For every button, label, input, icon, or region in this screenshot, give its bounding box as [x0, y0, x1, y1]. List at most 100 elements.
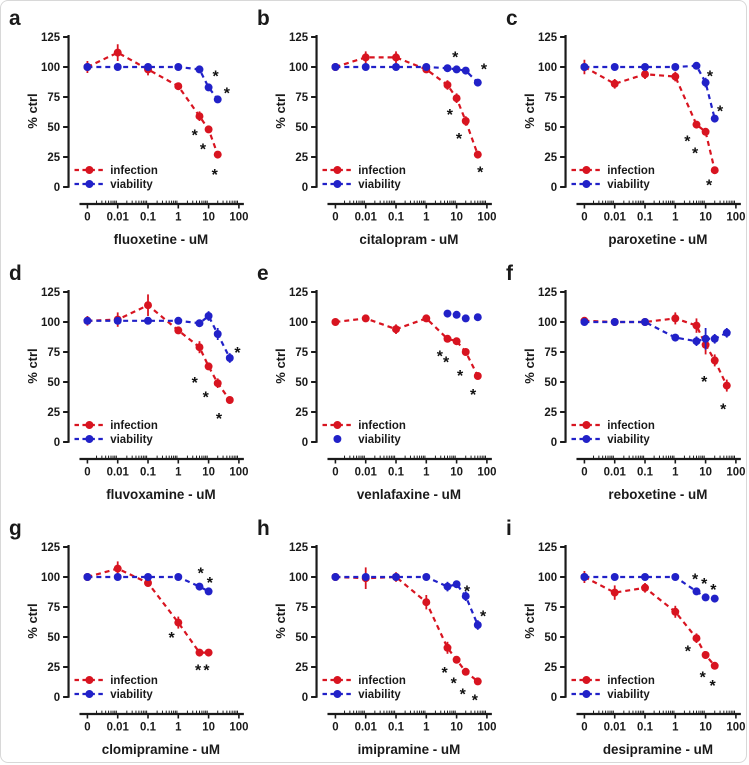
svg-text:0.01: 0.01 [107, 211, 130, 223]
svg-text:100: 100 [478, 721, 497, 733]
svg-text:*: * [717, 103, 724, 120]
svg-text:% ctrl: % ctrl [521, 603, 536, 638]
x-axis: 0 0.01 0.1 1 10 100 [79, 200, 248, 224]
svg-text:100: 100 [41, 317, 60, 329]
svg-text:0: 0 [550, 437, 556, 449]
x-axis-title: citalopram - uM [360, 232, 459, 247]
svg-text:0.01: 0.01 [603, 721, 626, 733]
svg-text:clomipramine - uM: clomipramine - uM [102, 742, 220, 757]
svg-text:*: * [192, 375, 199, 392]
svg-text:*: * [234, 345, 241, 362]
svg-text:75: 75 [544, 92, 557, 104]
svg-text:infection: infection [359, 165, 407, 177]
svg-text:1: 1 [672, 721, 679, 733]
svg-text:0.01: 0.01 [355, 211, 378, 223]
svg-text:0.1: 0.1 [637, 721, 653, 733]
svg-text:0: 0 [302, 182, 308, 194]
dose-response-chart-f: f 0 25 50 75 100 125 % ctrl 0 0.01 0.1 1 10 100 reboxe… [506, 262, 745, 502]
y-axis: 0 25 50 75 100 125 [538, 32, 567, 194]
panel-f: f 0 25 50 75 100 125 % ctrl 0 0.01 0.1 1 10 100 reboxe… [498, 256, 746, 511]
svg-text:infection: infection [359, 420, 407, 432]
series-line-infection [87, 303, 231, 401]
svg-text:10: 10 [699, 211, 712, 223]
svg-text:100: 100 [478, 211, 497, 223]
svg-text:% ctrl: % ctrl [273, 348, 288, 383]
series-points-infection [331, 51, 483, 159]
series-points-viability [580, 61, 719, 123]
svg-text:0.01: 0.01 [107, 721, 130, 733]
panel-letter: h [257, 517, 270, 540]
legend-marker-viability [333, 690, 342, 698]
significance-marks: **** [437, 349, 477, 404]
svg-text:% ctrl: % ctrl [25, 93, 40, 128]
legend-marker-viability [582, 180, 591, 188]
y-axis: 0 25 50 75 100 125 [289, 542, 318, 704]
svg-text:% ctrl: % ctrl [25, 348, 40, 383]
legend-marker-infection [333, 421, 342, 429]
svg-text:viability: viability [607, 689, 650, 701]
series-line-viability [584, 64, 716, 119]
svg-text:*: * [692, 571, 699, 588]
svg-text:1: 1 [175, 211, 182, 223]
svg-text:0.1: 0.1 [388, 721, 404, 733]
svg-text:75: 75 [544, 602, 557, 614]
svg-text:b: b [257, 7, 270, 30]
series-line-infection [584, 317, 728, 387]
svg-text:*: * [457, 368, 464, 385]
svg-text:125: 125 [538, 542, 558, 554]
svg-text:viability: viability [110, 179, 153, 191]
svg-text:*: * [701, 374, 708, 391]
svg-text:125: 125 [289, 287, 309, 299]
dose-response-chart-b: b 0 25 50 75 100 125 % ctrl 0 0.01 0.1 1 10 100 citalo… [257, 7, 497, 247]
svg-text:% ctrl: % ctrl [521, 93, 536, 128]
svg-text:*: * [212, 167, 219, 184]
svg-text:*: * [477, 164, 484, 181]
svg-text:10: 10 [699, 466, 712, 478]
svg-text:100: 100 [229, 466, 248, 478]
svg-text:0: 0 [550, 182, 556, 194]
x-axis: 0 0.01 0.1 1 10 100 [576, 455, 745, 479]
y-axis: 0 25 50 75 100 125 [41, 32, 70, 194]
svg-text:*: * [460, 686, 467, 703]
svg-text:0: 0 [302, 437, 308, 449]
svg-text:25: 25 [544, 407, 557, 419]
svg-text:50: 50 [544, 632, 557, 644]
svg-text:reboxetine - uM: reboxetine - uM [608, 487, 707, 502]
svg-text:*: * [464, 583, 471, 600]
panel-letter: i [506, 517, 512, 540]
svg-text:i: i [506, 517, 512, 540]
svg-text:100: 100 [726, 466, 745, 478]
significance-marks: ***** [684, 68, 724, 194]
svg-text:100: 100 [229, 721, 248, 733]
y-axis: 0 25 50 75 100 125 [41, 287, 70, 449]
series-line-infection [335, 575, 479, 683]
dose-response-chart-a: a 0 25 50 75 100 125 % ctrl 0 0.01 0.1 1 10 100 fluoxe… [9, 7, 248, 247]
svg-text:e: e [257, 262, 269, 285]
x-axis-title: paroxetine - uM [608, 232, 707, 247]
x-axis: 0 0.01 0.1 1 10 100 [79, 455, 248, 479]
svg-text:*: * [192, 127, 199, 144]
svg-text:infection: infection [607, 165, 655, 177]
svg-text:venlafaxine - uM: venlafaxine - uM [357, 487, 461, 502]
svg-text:25: 25 [296, 407, 309, 419]
svg-text:1: 1 [423, 466, 430, 478]
series-line-viability [87, 314, 231, 359]
x-axis: 0 0.01 0.1 1 10 100 [576, 200, 745, 224]
series-points-viability [331, 63, 483, 87]
svg-text:75: 75 [47, 602, 60, 614]
svg-text:*: * [443, 355, 450, 372]
legend: infection viability [322, 165, 407, 191]
svg-text:0.01: 0.01 [355, 466, 378, 478]
svg-text:25: 25 [296, 662, 309, 674]
svg-text:*: * [212, 68, 219, 85]
y-axis: 0 25 50 75 100 125 [538, 287, 567, 449]
svg-text:0: 0 [333, 466, 339, 478]
svg-text:10: 10 [202, 721, 215, 733]
panel-letter: g [9, 517, 22, 540]
legend-marker-infection [582, 421, 591, 429]
panel-letter: c [506, 7, 518, 30]
svg-text:0: 0 [581, 466, 587, 478]
dose-response-chart-d: d 0 25 50 75 100 125 % ctrl 0 0.01 0.1 1 10 100 fluvox… [9, 262, 248, 502]
svg-text:0: 0 [84, 211, 90, 223]
